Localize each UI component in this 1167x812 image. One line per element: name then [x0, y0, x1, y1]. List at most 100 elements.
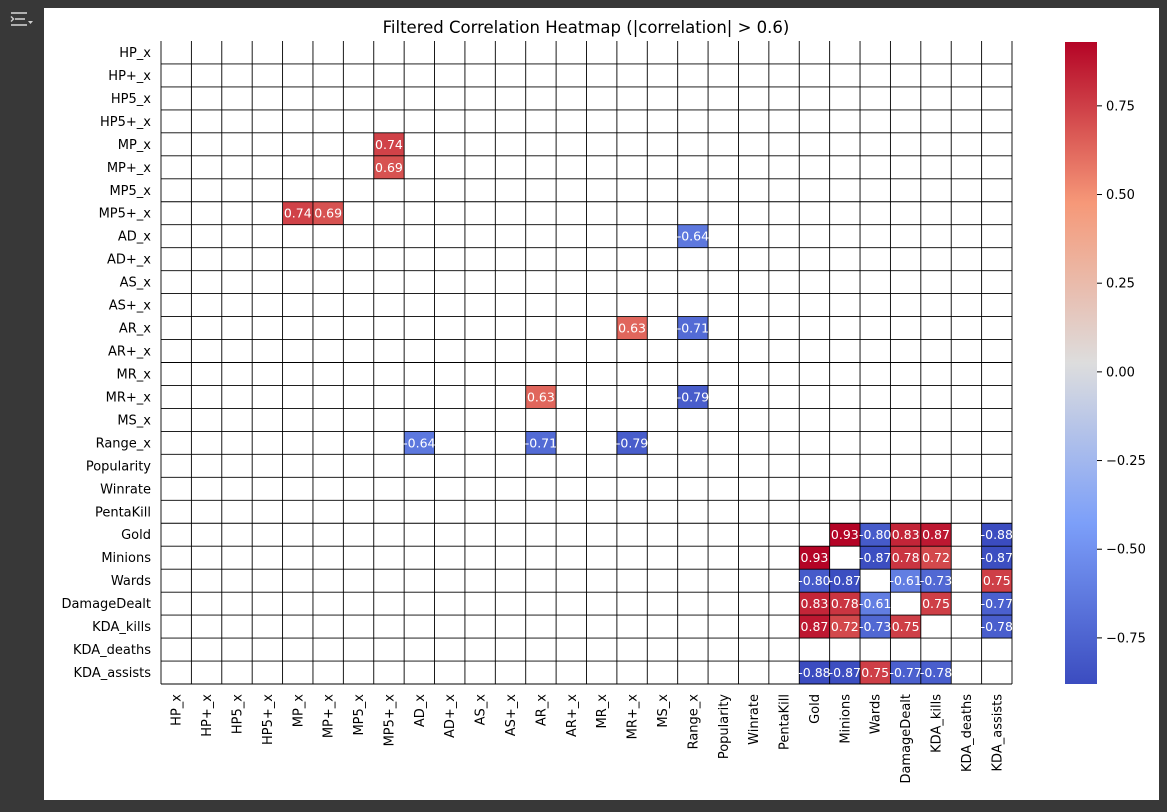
row-tick-label: Gold — [121, 528, 151, 543]
cell-value-label: 0.75 — [922, 596, 950, 611]
heatmap-cell — [829, 523, 861, 547]
cell-value-label: 0.74 — [375, 137, 403, 152]
heatmap-cell — [890, 661, 921, 684]
row-tick-label: HP5_x — [111, 92, 151, 107]
column-tick-label: Gold — [808, 694, 823, 724]
cell-value-label: 0.75 — [861, 665, 889, 680]
cell-value-label: -0.80 — [859, 527, 891, 542]
column-tick-label: MP+_x — [322, 694, 337, 738]
column-tick-label: HP5+_x — [261, 694, 276, 745]
column-tick-label: KDA_kills — [930, 694, 945, 753]
row-tick-label: MP_x — [118, 138, 152, 153]
row-tick-label: AD_x — [118, 230, 151, 245]
cell-value-label: 0.63 — [527, 389, 555, 404]
cell-value-label: 0.83 — [801, 596, 829, 611]
row-tick-label: KDA_deaths — [73, 643, 151, 658]
column-tick-label: MP5+_x — [382, 694, 397, 747]
colorbar-tick-label: −0.25 — [1106, 454, 1146, 469]
row-tick-label: HP5+_x — [100, 115, 151, 130]
column-tick-label: MP5_x — [352, 694, 367, 736]
cell-value-label: 0.87 — [801, 619, 829, 634]
cell-value-label: -0.73 — [920, 573, 952, 588]
cell-value-label: -0.71 — [525, 435, 557, 450]
heatmap-cell — [799, 592, 830, 616]
column-tick-label: AD_x — [413, 694, 428, 727]
column-tick-label: AS_x — [474, 694, 489, 726]
row-tick-label: DamageDealt — [61, 597, 151, 612]
row-tick-label: Wards — [111, 574, 151, 589]
column-tick-label: Winrate — [747, 694, 762, 745]
heatmap-cell — [799, 661, 830, 684]
row-tick-label: AR_x — [119, 322, 151, 337]
heatmap-cell — [860, 523, 891, 547]
table-of-contents-icon[interactable] — [8, 8, 34, 30]
cell-value-label: 0.75 — [983, 573, 1011, 588]
column-tick-label: AD+_x — [443, 694, 458, 738]
heatmap-cell — [829, 661, 861, 684]
colorbar-tick-label: −0.75 — [1106, 631, 1146, 646]
cell-value-label: 0.78 — [831, 596, 859, 611]
row-tick-label: MP+_x — [107, 161, 151, 176]
column-tick-label: Wards — [869, 694, 884, 734]
heatmap-cell — [981, 569, 1012, 593]
cell-value-label: 0.75 — [892, 619, 920, 634]
column-tick-label: Minions — [838, 694, 853, 744]
cell-value-label: -0.77 — [981, 596, 1013, 611]
colorbar-tick-label: 0.75 — [1106, 99, 1135, 114]
column-tick-label: DamageDealt — [899, 694, 914, 784]
row-tick-label: MP5+_x — [99, 207, 152, 222]
heatmap-cell — [860, 615, 891, 639]
heatmap-cell — [677, 385, 709, 409]
heatmap-cell — [616, 316, 648, 340]
cell-value-label: -0.87 — [829, 665, 861, 680]
cell-value-label: -0.71 — [677, 321, 709, 336]
heatmap-cell — [920, 592, 952, 616]
row-tick-label: MP5_x — [109, 184, 151, 199]
heatmap-cell — [920, 661, 952, 684]
heatmap-cell — [616, 431, 648, 455]
heatmap-cell — [920, 546, 952, 570]
colorbar-tick-label: 0.00 — [1106, 365, 1135, 380]
heatmap-cell — [860, 661, 891, 684]
heatmap-cell — [282, 201, 313, 225]
colorbar-gradient — [1065, 42, 1097, 684]
cell-value-label: 0.72 — [831, 619, 859, 634]
row-tick-label: AS+_x — [109, 299, 152, 314]
cell-value-label: -0.61 — [889, 573, 921, 588]
heatmap-cell — [829, 569, 861, 593]
row-tick-label: AS_x — [120, 276, 152, 291]
column-tick-label: MP_x — [291, 694, 306, 728]
heatmap-cell — [677, 224, 709, 248]
cell-value-label: 0.72 — [922, 550, 950, 565]
cell-value-label: -0.78 — [981, 619, 1013, 634]
row-tick-label: HP+_x — [108, 69, 151, 84]
row-tick-label: Minions — [101, 551, 151, 566]
heatmap-cell — [373, 155, 405, 179]
heatmap-cell — [981, 615, 1012, 639]
cell-value-label: 0.87 — [922, 527, 950, 542]
chart-title: Filtered Correlation Heatmap (|correlati… — [383, 18, 790, 37]
heatmap-cell — [525, 431, 557, 455]
cell-value-label: 0.93 — [801, 550, 829, 565]
row-tick-label: AR+_x — [108, 345, 151, 360]
column-tick-label: MR+_x — [626, 694, 641, 740]
heatmap-cell — [373, 132, 405, 156]
cell-value-label: -0.87 — [859, 550, 891, 565]
heatmap-cell — [890, 569, 921, 593]
row-tick-label: HP_x — [119, 46, 151, 61]
heatmap-cell — [860, 546, 891, 570]
heatmap-cell — [799, 569, 830, 593]
heatmap-cell — [920, 523, 952, 547]
column-tick-label: HP+_x — [200, 694, 215, 737]
column-tick-label: MS_x — [656, 694, 671, 728]
row-tick-label: PentaKill — [95, 505, 151, 520]
heatmap-cell — [829, 615, 861, 639]
row-tick-label: MS_x — [117, 413, 151, 428]
colorbar-tick-label: −0.50 — [1106, 543, 1146, 558]
heatmap-cell — [677, 316, 709, 340]
row-tick-label: MR_x — [117, 367, 152, 382]
column-tick-label: AS+_x — [504, 694, 519, 737]
colorbar: 0.75 0.50 0.25 0.00 −0.25 −0.50 −0.75 — [1065, 42, 1146, 684]
cell-value-label: -0.73 — [859, 619, 891, 634]
cell-value-label: -0.78 — [920, 665, 952, 680]
